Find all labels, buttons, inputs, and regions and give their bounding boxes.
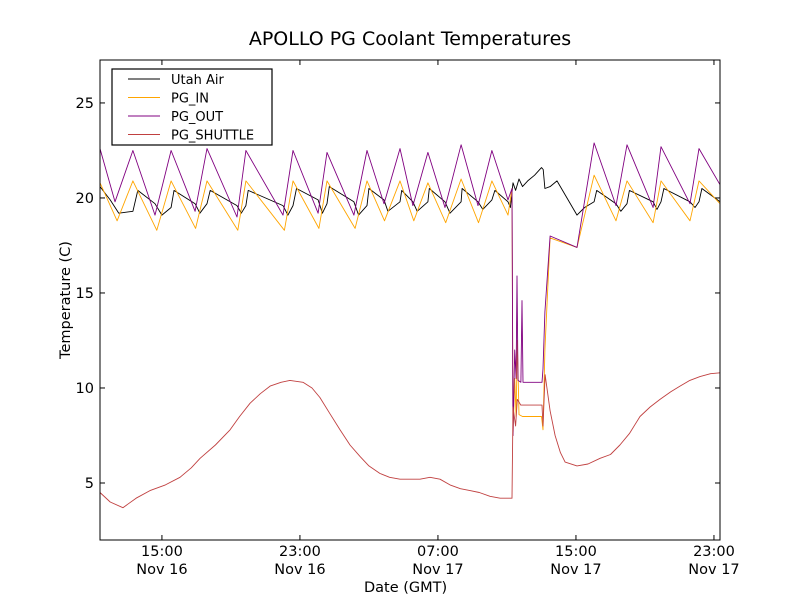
x-tick-label-time: 07:00 (417, 544, 459, 560)
x-tick-label-time: 23:00 (693, 544, 735, 560)
legend-label: Utah Air (171, 73, 224, 88)
series-line-pg-shuttle (99, 372, 721, 509)
legend-label: PG_IN (171, 92, 209, 107)
legend-box (111, 68, 273, 146)
legend-label: PG_OUT (171, 110, 223, 125)
x-tick-label-date: Nov 16 (274, 562, 325, 578)
series-lines (99, 142, 721, 509)
axis-ticks: 15:00 Nov 16 23:00 Nov 16 07:00 Nov 17 15:00 No… (76, 60, 740, 578)
x-axis-label: Date (GMT) (364, 580, 447, 596)
y-tick-label: 10 (76, 381, 94, 397)
x-tick-label-date: Nov 17 (412, 562, 463, 578)
x-tick-label-time: 23:00 (279, 544, 321, 560)
x-tick-label-date: Nov 16 (136, 562, 187, 578)
series-line-pg-in (99, 174, 721, 436)
y-tick-label: 25 (76, 96, 94, 112)
y-axis-label: Temperature (C) (58, 241, 74, 360)
legend: Utah Air PG_IN PG_OUT PG_SHUTTLE (111, 68, 273, 146)
series-line-utah-air (99, 167, 721, 216)
legend-label: PG_SHUTTLE (171, 129, 254, 144)
x-tick-label-time: 15:00 (555, 544, 597, 560)
x-tick-label-date: Nov 17 (688, 562, 739, 578)
y-tick-label: 5 (85, 476, 94, 492)
y-tick-label: 15 (76, 286, 94, 302)
x-tick-label-date: Nov 17 (550, 562, 601, 578)
plot-frame (99, 59, 721, 541)
y-tick-label: 20 (76, 191, 94, 207)
series-line-pg-out (99, 142, 721, 436)
x-tick-label-time: 15:00 (141, 544, 183, 560)
chart-title: APOLLO PG Coolant Temperatures (249, 28, 571, 50)
